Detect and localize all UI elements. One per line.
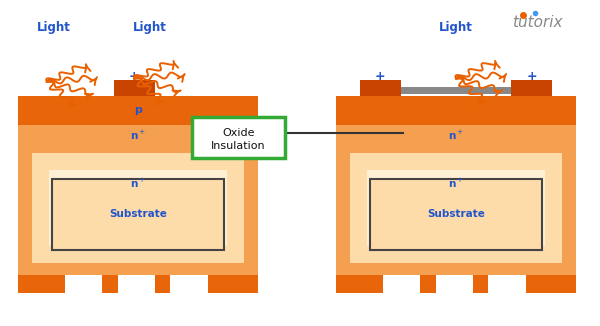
Bar: [170, 275, 208, 293]
Bar: [511, 81, 552, 96]
Bar: [436, 275, 473, 293]
Bar: [32, 153, 244, 263]
Text: p: p: [134, 105, 142, 115]
Bar: [336, 275, 576, 293]
Bar: [18, 96, 258, 125]
Text: Light: Light: [133, 21, 167, 34]
Bar: [488, 275, 526, 293]
Text: Substrate: Substrate: [109, 209, 167, 219]
Text: Oxide: Oxide: [222, 128, 255, 138]
Bar: [360, 81, 401, 96]
Bar: [52, 179, 224, 250]
Text: n$^+$: n$^+$: [130, 129, 146, 142]
Bar: [49, 170, 227, 246]
Bar: [336, 147, 576, 275]
Bar: [367, 170, 545, 246]
Text: Light: Light: [37, 21, 71, 34]
Bar: [18, 125, 258, 147]
Bar: [118, 275, 155, 293]
Text: Insulation: Insulation: [211, 141, 266, 151]
Bar: [350, 153, 562, 263]
Bar: [370, 179, 542, 250]
Text: +: +: [375, 70, 386, 83]
Bar: [65, 275, 102, 293]
Text: +: +: [526, 70, 537, 83]
Text: Substrate: Substrate: [427, 209, 485, 219]
Bar: [18, 147, 258, 275]
Bar: [336, 96, 576, 125]
Bar: [114, 81, 155, 96]
Text: Light: Light: [439, 21, 473, 34]
Bar: [18, 275, 258, 293]
Text: n$^+$: n$^+$: [448, 177, 464, 190]
Bar: [336, 125, 576, 147]
Text: tutorix: tutorix: [512, 15, 562, 30]
Bar: [383, 275, 420, 293]
Bar: [401, 87, 511, 94]
FancyBboxPatch shape: [192, 117, 285, 158]
Text: n$^+$: n$^+$: [130, 177, 146, 190]
Text: +: +: [129, 70, 140, 83]
Text: n$^+$: n$^+$: [448, 129, 464, 142]
